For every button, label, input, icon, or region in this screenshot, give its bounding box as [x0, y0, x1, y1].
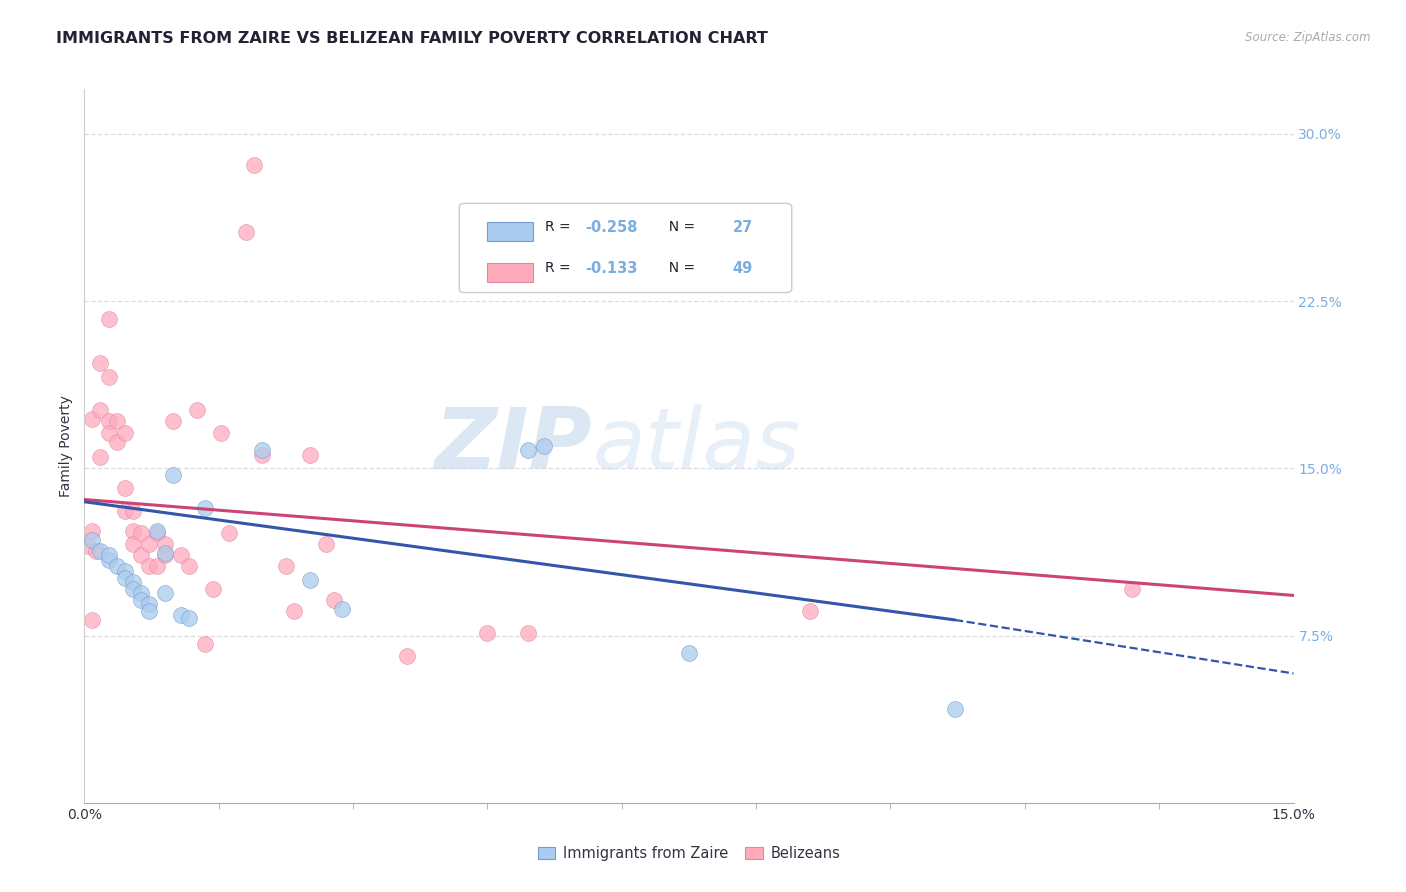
Point [799, 604, 821, 618]
Point [299, 448, 322, 462]
Point [82, 533, 104, 547]
Point [1121, 582, 1143, 596]
Point [89, 543, 111, 558]
Point [146, 525, 169, 540]
Point [678, 646, 700, 660]
Point [533, 439, 555, 453]
Point [153, 586, 176, 600]
Point [179, 610, 201, 624]
Point [153, 548, 176, 563]
Point [477, 626, 499, 640]
Point [89, 450, 111, 464]
Text: N =: N = [659, 261, 699, 276]
FancyBboxPatch shape [460, 203, 792, 293]
Point [97, 414, 120, 428]
Text: -0.133: -0.133 [585, 261, 637, 276]
Y-axis label: Family Poverty: Family Poverty [59, 395, 73, 497]
Point [299, 573, 322, 587]
Point [97, 369, 120, 384]
Bar [486, 222, 533, 241]
Point [943, 702, 966, 716]
Point [121, 574, 143, 589]
Point [146, 524, 169, 538]
Point [250, 443, 273, 458]
Point [274, 559, 297, 574]
Text: R =: R = [546, 261, 575, 276]
Point [82, 524, 104, 538]
Point [105, 414, 128, 428]
Point [194, 637, 217, 651]
Point [129, 525, 152, 540]
Point [97, 548, 120, 563]
Point [218, 525, 240, 540]
Point [170, 608, 193, 623]
Point [179, 559, 201, 574]
Point [283, 604, 305, 618]
Point [121, 524, 143, 538]
Bar [486, 263, 533, 282]
Point [82, 412, 104, 426]
Text: atlas: atlas [592, 404, 800, 488]
Point [114, 564, 136, 578]
Point [516, 443, 538, 458]
Text: R =: R = [546, 220, 575, 235]
Point [209, 425, 232, 440]
Legend: Immigrants from Zaire, Belizeans: Immigrants from Zaire, Belizeans [531, 840, 846, 867]
Point [235, 225, 257, 239]
Point [138, 537, 160, 551]
Point [250, 448, 273, 462]
Point [77, 539, 100, 553]
Text: N =: N = [659, 220, 699, 235]
Point [516, 626, 538, 640]
Point [323, 592, 346, 607]
Point [153, 546, 176, 560]
Point [114, 571, 136, 585]
Point [186, 403, 208, 417]
Point [330, 602, 353, 616]
Point [242, 158, 264, 172]
Point [162, 467, 184, 482]
Point [114, 482, 136, 496]
Point [105, 434, 128, 449]
Point [114, 425, 136, 440]
Point [194, 501, 217, 516]
Point [146, 559, 169, 574]
Point [121, 537, 143, 551]
Point [89, 356, 111, 370]
Point [202, 582, 225, 596]
Point [129, 548, 152, 563]
Point [129, 592, 152, 607]
Point [153, 537, 176, 551]
Text: IMMIGRANTS FROM ZAIRE VS BELIZEAN FAMILY POVERTY CORRELATION CHART: IMMIGRANTS FROM ZAIRE VS BELIZEAN FAMILY… [56, 31, 768, 46]
Point [105, 559, 128, 574]
Point [82, 613, 104, 627]
Point [129, 586, 152, 600]
Point [138, 559, 160, 574]
Point [89, 403, 111, 417]
Text: 27: 27 [733, 220, 752, 235]
Point [97, 552, 120, 567]
Text: Source: ZipAtlas.com: Source: ZipAtlas.com [1246, 31, 1371, 45]
Point [162, 414, 184, 428]
Point [315, 537, 337, 551]
Point [395, 648, 418, 663]
Point [138, 598, 160, 612]
Point [170, 548, 193, 563]
Point [86, 543, 108, 558]
Point [97, 425, 120, 440]
Point [121, 582, 143, 596]
Point [138, 604, 160, 618]
Point [121, 503, 143, 517]
Text: -0.258: -0.258 [585, 220, 637, 235]
Point [97, 312, 120, 326]
Point [114, 503, 136, 517]
Text: 49: 49 [733, 261, 752, 276]
Text: ZIP: ZIP [434, 404, 592, 488]
